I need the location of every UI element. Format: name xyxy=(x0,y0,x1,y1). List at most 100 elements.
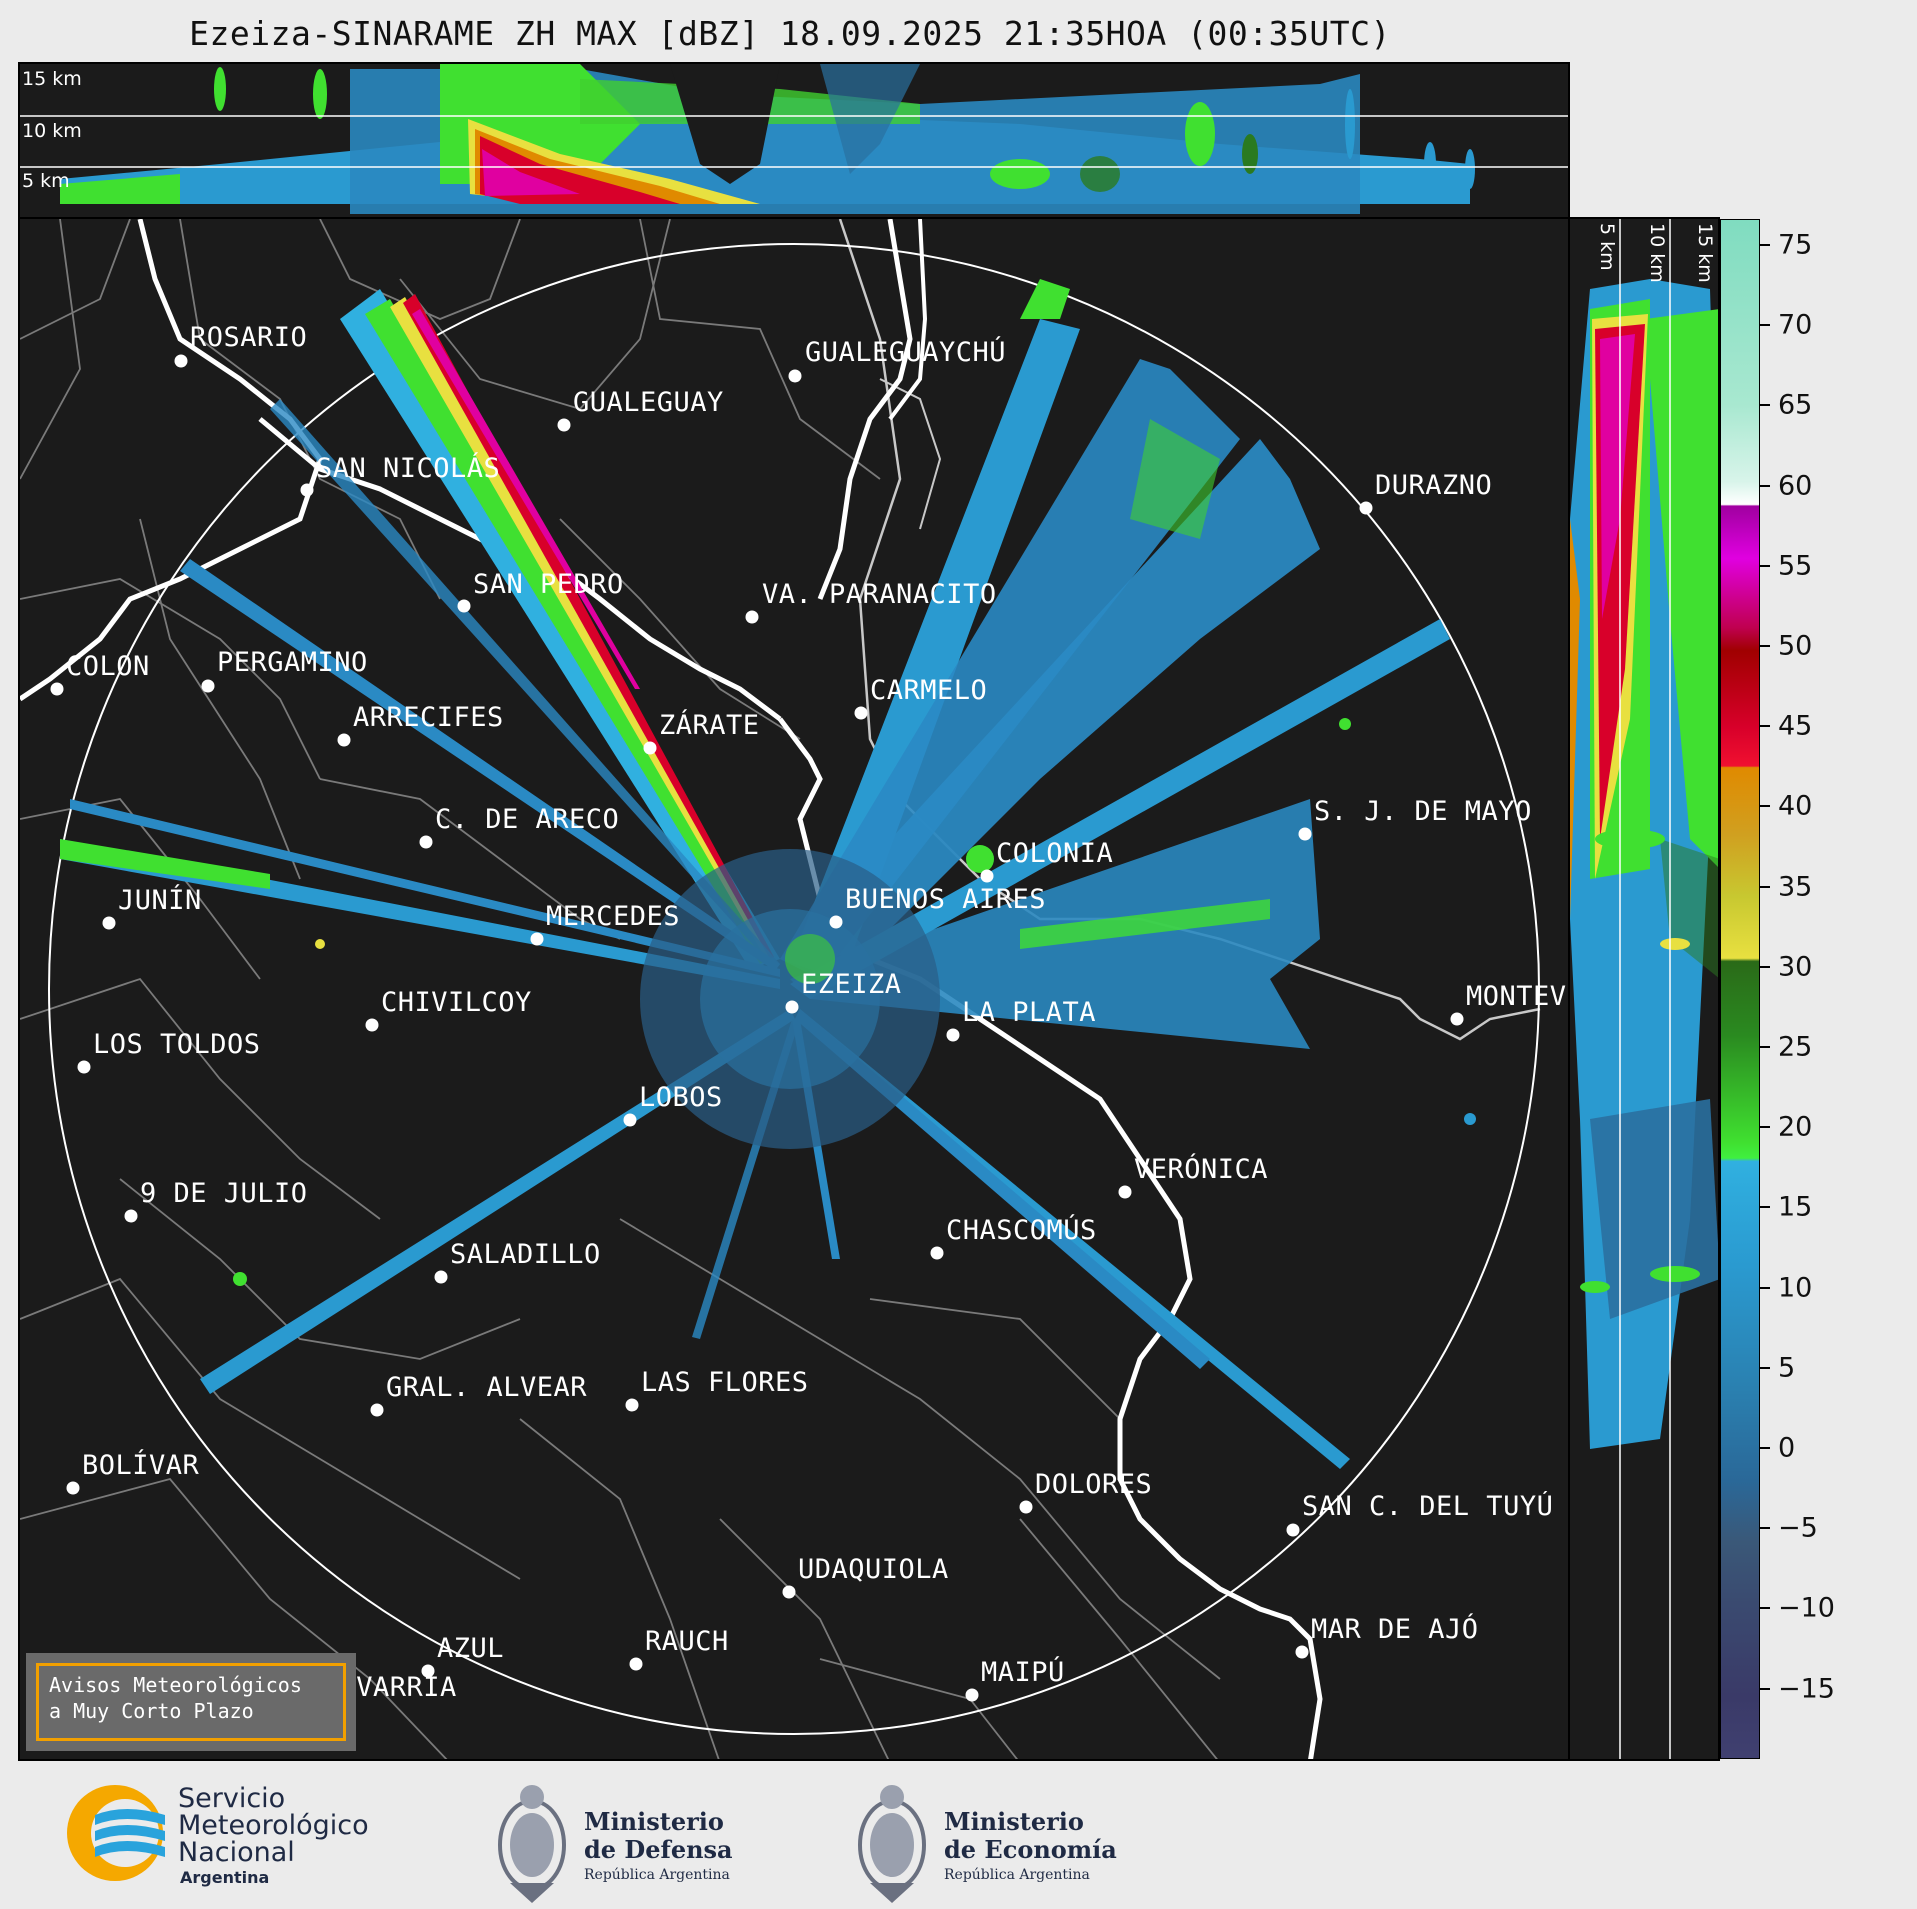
city-label-rauch: RAUCH xyxy=(645,1626,729,1657)
city-dot xyxy=(300,483,314,497)
city-label-rosario: ROSARIO xyxy=(190,322,308,353)
colorbar-tick-mark xyxy=(1760,1527,1770,1530)
economia-line-2: de Economía xyxy=(944,1835,1117,1864)
city-dot xyxy=(965,1688,979,1702)
colorbar-tick-mark xyxy=(1760,1607,1770,1610)
city-label-va-paranacito: VA. PARANACITO xyxy=(762,579,997,610)
side-cross-section-panel: 5 km 10 km 15 km xyxy=(1568,217,1720,1761)
city-dot xyxy=(625,1398,639,1412)
city-dot xyxy=(434,1270,448,1284)
city-dot xyxy=(419,835,433,849)
city-label-mar-de-ajo: MAR DE AJÓ xyxy=(1311,1614,1479,1645)
city-label-colonia: COLONIA xyxy=(996,838,1114,869)
city-label-zarate: ZÁRATE xyxy=(659,710,760,741)
city-dot xyxy=(930,1246,944,1260)
city-label-san-nicolas: SAN NICOLÁS xyxy=(316,453,501,484)
warning-frame: Avisos Meteorológicos a Muy Corto Plazo xyxy=(36,1663,346,1741)
city-dot xyxy=(1298,827,1312,841)
city-label-azul: AZUL xyxy=(437,1633,505,1664)
colorbar-tick-label: −10 xyxy=(1778,1592,1835,1624)
colorbar-tick-label: 35 xyxy=(1778,871,1813,903)
colorbar-tick-label: 30 xyxy=(1778,951,1813,983)
city-label-mercedes: MERCEDES xyxy=(546,901,681,932)
city-label-los-toldos: LOS TOLDOS xyxy=(93,1029,261,1060)
city-label-chivilcoy: CHIVILCOY xyxy=(381,987,532,1018)
colorbar-tick-label: 40 xyxy=(1778,790,1813,822)
colorbar-tick-label: 70 xyxy=(1778,309,1813,341)
chart-title: Ezeiza-SINARAME ZH MAX [dBZ] 18.09.2025 … xyxy=(189,14,1391,53)
smn-logo-icon xyxy=(67,1785,165,1881)
top-cross-section-echoes xyxy=(20,64,1568,214)
colorbar-tick-mark xyxy=(1760,1366,1770,1369)
top-cross-section-panel: 15 km 10 km 5 km xyxy=(18,62,1570,219)
defensa-line-3: República Argentina xyxy=(584,1867,730,1883)
colorbar-tick-mark xyxy=(1760,805,1770,808)
city-label-junin: JUNÍN xyxy=(118,885,202,916)
city-dot xyxy=(66,1481,80,1495)
city-dot xyxy=(745,610,759,624)
economia-line-1: Ministerio xyxy=(944,1807,1084,1836)
smn-line-1: Servicio xyxy=(178,1783,286,1814)
city-dot xyxy=(50,682,64,696)
colorbar-tick-label: 15 xyxy=(1778,1191,1813,1223)
city-label-durazno: DURAZNO xyxy=(1375,470,1493,501)
city-dot xyxy=(623,1113,637,1127)
colorbar-tick-mark xyxy=(1760,1687,1770,1690)
smn-line-4: Argentina xyxy=(180,1868,270,1887)
colorbar-tick-mark xyxy=(1760,965,1770,968)
city-dot xyxy=(457,599,471,613)
colorbar-tick-label: 5 xyxy=(1778,1352,1796,1384)
city-dot xyxy=(421,1664,435,1678)
city-dot xyxy=(124,1209,138,1223)
city-label-9-de-julio: 9 DE JULIO xyxy=(140,1178,308,1209)
footer-logo-graphics xyxy=(67,1785,926,1903)
city-dot xyxy=(1359,501,1373,515)
city-label-bolivar: BOLÍVAR xyxy=(82,1450,200,1481)
economia-seal-icon xyxy=(858,1785,926,1903)
colorbar-tick-mark xyxy=(1760,564,1770,567)
city-label-clip: MONTEVIDEO xyxy=(1466,981,1568,1021)
colorbar-tick-mark xyxy=(1760,1046,1770,1048)
colorbar-tick-label: −15 xyxy=(1778,1673,1835,1705)
city-label-sj-de-mayo: S. J. DE MAYO xyxy=(1314,796,1532,827)
side-alt-label-15: 15 km xyxy=(1694,223,1716,283)
city-label-montevideo: MONTEVIDEO xyxy=(1466,981,1568,1012)
colorbar-tick-label: 75 xyxy=(1778,229,1813,261)
city-dot xyxy=(980,869,994,883)
colorbar-tick-label: 65 xyxy=(1778,389,1813,421)
top-alt-label-10: 10 km xyxy=(22,120,82,142)
city-label-chascomus: CHASCOMÚS xyxy=(946,1215,1097,1246)
defensa-line-2: de Defensa xyxy=(584,1835,733,1864)
top-alt-label-5: 5 km xyxy=(22,170,70,192)
city-label-udaquiola: UDAQUIOLA xyxy=(798,1554,949,1585)
economia-line-3: República Argentina xyxy=(944,1867,1090,1883)
city-dot xyxy=(643,741,657,755)
city-label-san-pedro: SAN PEDRO xyxy=(473,569,624,600)
dbz-colorbar xyxy=(1720,219,1760,1759)
colorbar-tick-label: 10 xyxy=(1778,1272,1813,1304)
city-label-clip: SAN C. DEL TUYÚ xyxy=(1302,1491,1568,1531)
colorbar-tick-label: 20 xyxy=(1778,1111,1813,1143)
city-dot xyxy=(829,915,843,929)
city-label-ezeiza: EZEIZA xyxy=(801,969,902,1000)
city-label-c-de-areco: C. DE ARECO xyxy=(435,804,620,835)
city-label-buenos-aires: BUENOS AIRES xyxy=(845,884,1047,915)
side-cross-section-echoes xyxy=(1570,219,1718,1759)
city-label-gualeguaychu: GUALEGUAYCHÚ xyxy=(805,337,1007,368)
city-dot xyxy=(785,1000,799,1014)
colorbar-tick-label: 60 xyxy=(1778,470,1813,502)
side-alt-label-10: 10 km xyxy=(1646,223,1668,283)
city-dot xyxy=(370,1403,384,1417)
colorbar-tick-label: 25 xyxy=(1778,1031,1813,1063)
city-dot xyxy=(629,1657,643,1671)
city-label-arrecifes: ARRECIFES xyxy=(353,702,504,733)
radar-map-panel xyxy=(18,217,1570,1761)
top-alt-label-15: 15 km xyxy=(22,68,82,90)
colorbar-tick-mark xyxy=(1760,725,1770,728)
colorbar-tick-label: 0 xyxy=(1778,1432,1796,1464)
smn-line-3: Nacional xyxy=(178,1837,295,1868)
city-dot xyxy=(1450,1012,1464,1026)
city-dot xyxy=(1286,1523,1300,1537)
city-label-colon: COLON xyxy=(66,651,150,682)
colorbar-tick-mark xyxy=(1760,1447,1770,1449)
